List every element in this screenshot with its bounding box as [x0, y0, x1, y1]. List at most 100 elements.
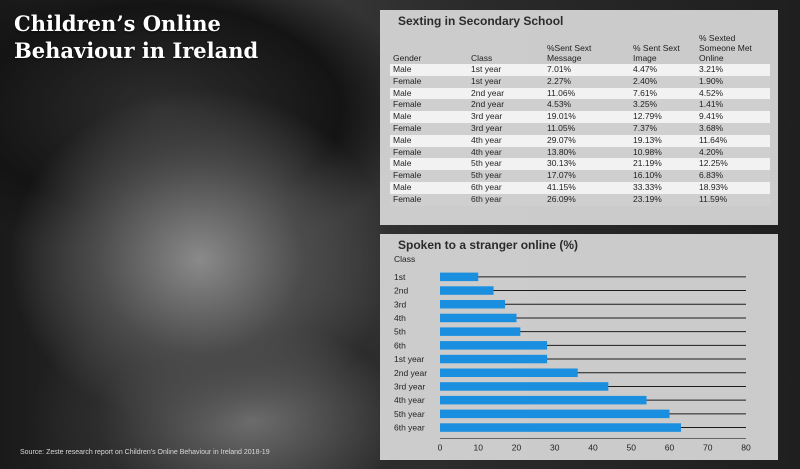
x-tick-label: 0	[438, 442, 443, 452]
cell-met-online: 11.64%	[696, 134, 770, 147]
category-label: 4th	[394, 313, 406, 323]
table-row: Female 4th year 13.80% 10.98% 4.20%	[390, 146, 770, 159]
cell-gender: Male	[390, 181, 468, 194]
table-title: Sexting in Secondary School	[398, 14, 564, 28]
cell-class: 5th year	[468, 158, 544, 171]
source-note: Source: Zeste research report on Childre…	[20, 449, 270, 456]
cell-gender: Female	[390, 170, 468, 182]
cell-gender: Female	[390, 193, 468, 206]
cell-sent-image: 16.10%	[630, 170, 696, 182]
table-row: Male 1st year 7.01% 4.47% 3.21%	[390, 64, 770, 76]
bar	[440, 395, 647, 405]
cell-class: 6th year	[468, 181, 544, 194]
cell-sent-message: 41.15%	[544, 181, 630, 194]
category-label: 5th year	[394, 409, 425, 419]
table-row: Male 5th year 30.13% 21.19% 12.25%	[390, 158, 770, 171]
cell-gender: Male	[390, 87, 468, 100]
cell-met-online: 1.90%	[696, 75, 770, 88]
category-label: 3rd year	[394, 381, 425, 391]
chart-title: Spoken to a stranger online (%)	[398, 238, 579, 252]
bar	[440, 313, 517, 323]
cell-met-online: 3.21%	[696, 64, 770, 76]
cell-class: 3rd year	[468, 122, 544, 135]
bar	[440, 341, 548, 350]
cell-gender: Female	[390, 122, 468, 135]
cell-met-online: 18.93%	[696, 181, 770, 194]
cell-class: 1st year	[468, 75, 544, 88]
cell-met-online: 3.68%	[696, 122, 770, 135]
category-label: 4th year	[394, 395, 425, 405]
column-header-class: Class	[471, 53, 493, 63]
cell-sent-message: 2.27%	[544, 75, 630, 88]
table-row: Male 6th year 41.15% 33.33% 18.93%	[390, 181, 770, 194]
cell-sent-message: 29.07%	[544, 134, 630, 147]
stranger-bar-chart: Class 1st 2nd 3rd 4th 5th 6th 1st year 2nd year 3…	[394, 254, 751, 452]
bar	[440, 354, 548, 364]
cell-gender: Male	[390, 111, 468, 123]
table-row: Male 4th year 29.07% 19.13% 11.64%	[390, 134, 770, 147]
cell-sent-message: 13.80%	[544, 146, 630, 159]
bar	[440, 327, 521, 336]
cell-sent-message: 19.01%	[544, 111, 630, 123]
table-row: Male 2nd year 11.06% 7.61% 4.52%	[390, 87, 770, 100]
table-row: Female 3rd year 11.05% 7.37% 3.68%	[390, 122, 770, 135]
cell-class: 3rd year	[468, 111, 544, 123]
cell-sent-image: 7.37%	[630, 122, 696, 135]
cell-sent-image: 3.25%	[630, 99, 696, 112]
table-row: Male 3rd year 19.01% 12.79% 9.41%	[390, 111, 770, 123]
x-tick-label: 60	[665, 442, 675, 452]
cell-class: 6th year	[468, 193, 544, 206]
cell-sent-image: 33.33%	[630, 181, 696, 194]
page-title: Children’s Online Behaviour in Ireland	[14, 11, 259, 63]
x-tick-label: 70	[703, 442, 713, 452]
cell-sent-message: 26.09%	[544, 193, 630, 206]
cell-sent-message: 11.06%	[544, 87, 630, 100]
cell-gender: Male	[390, 134, 468, 147]
category-label: 2nd year	[394, 368, 427, 378]
bar	[440, 300, 506, 309]
cell-met-online: 11.59%	[696, 193, 770, 206]
cell-class: 4th year	[468, 146, 544, 159]
cell-sent-message: 7.01%	[544, 64, 630, 76]
cell-sent-message: 30.13%	[544, 158, 630, 171]
cell-gender: Male	[390, 64, 468, 76]
bar	[440, 423, 681, 432]
x-tick-label: 80	[741, 442, 751, 452]
cell-sent-image: 7.61%	[630, 87, 696, 100]
cell-class: 2nd year	[468, 87, 544, 100]
category-label: 6th year	[394, 423, 425, 433]
x-tick-label: 20	[512, 442, 522, 452]
table-row: Female 6th year 26.09% 23.19% 11.59%	[390, 193, 770, 206]
table-row: Female 2nd year 4.53% 3.25% 1.41%	[390, 99, 770, 112]
x-tick-label: 40	[588, 442, 598, 452]
cell-gender: Female	[390, 146, 468, 159]
category-label: 5th	[394, 327, 406, 337]
x-tick-label: 50	[627, 442, 637, 452]
category-label: 3rd	[394, 299, 407, 309]
cell-met-online: 6.83%	[696, 170, 770, 182]
category-label: 6th	[394, 340, 406, 350]
category-axis-label: Class	[394, 254, 415, 264]
table-row: Female 1st year 2.27% 2.40% 1.90%	[390, 75, 770, 88]
table-header-row: Gender Class %Sent Sext Message % Sent S…	[390, 32, 770, 64]
cell-sent-image: 21.19%	[630, 158, 696, 171]
cell-class: 1st year	[468, 64, 544, 76]
cell-sent-image: 19.13%	[630, 134, 696, 147]
table-row: Female 5th year 17.07% 16.10% 6.83%	[390, 170, 770, 182]
bar	[440, 286, 494, 295]
cell-met-online: 9.41%	[696, 111, 770, 123]
cell-met-online: 12.25%	[696, 158, 770, 171]
cell-sent-message: 11.05%	[544, 122, 630, 135]
cell-met-online: 1.41%	[696, 99, 770, 112]
bar	[440, 409, 670, 419]
bar	[440, 382, 609, 391]
x-tick-label: 30	[550, 442, 560, 452]
cell-gender: Female	[390, 99, 468, 112]
column-header-sent-message: %Sent Sext Message	[547, 43, 592, 63]
cell-sent-message: 17.07%	[544, 170, 630, 182]
column-header-gender: Gender	[393, 53, 422, 63]
category-label: 1st year	[394, 354, 424, 364]
sexting-table: Gender Class %Sent Sext Message % Sent S…	[390, 32, 770, 206]
bar	[440, 272, 479, 282]
column-header-met-online: % Sexted Someone Met Online	[699, 33, 752, 63]
